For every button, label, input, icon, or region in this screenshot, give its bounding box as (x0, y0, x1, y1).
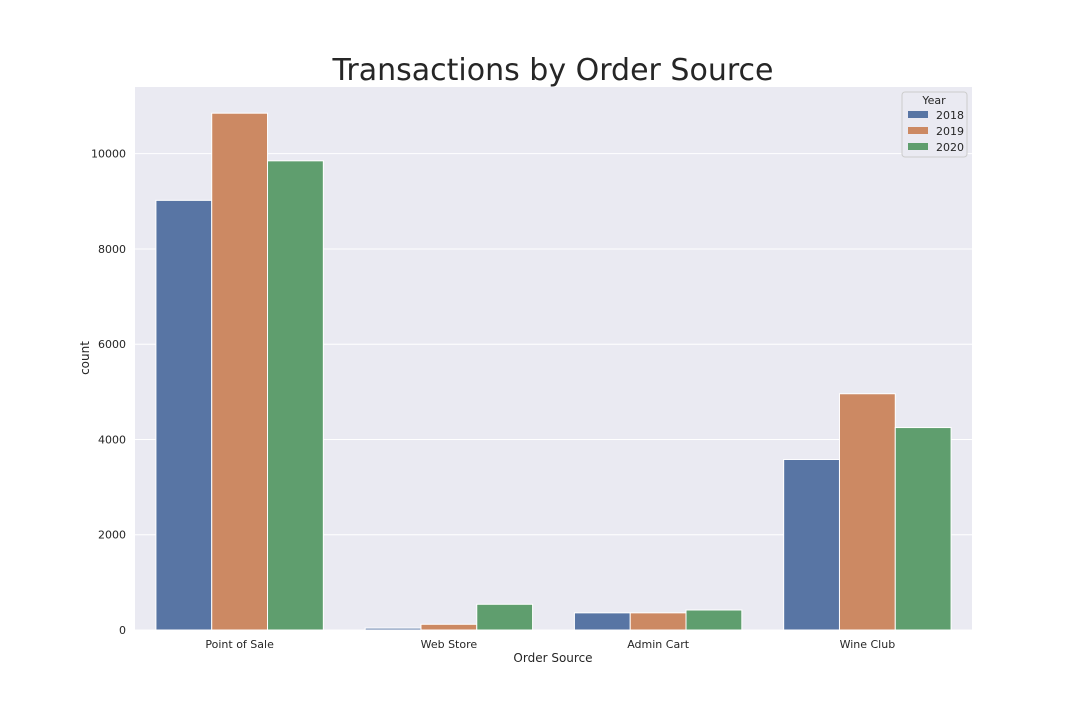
bar-2019-admin-cart (629, 612, 687, 631)
y-tick-label: 10000 (91, 148, 126, 161)
x-tick-label: Web Store (421, 638, 478, 651)
y-tick-label: 2000 (98, 529, 126, 542)
x-tick-label: Wine Club (840, 638, 896, 651)
y-tick-label: 6000 (98, 338, 126, 351)
legend-label: 2019 (936, 125, 964, 138)
legend-label: 2020 (936, 141, 964, 154)
x-axis: Point of Sale Web Store Admin Cart Wine Clu… (205, 638, 895, 651)
legend: Year 2018 2019 2020 (901, 91, 968, 158)
bar-2020-admin-cart (685, 609, 743, 631)
legend-swatch (908, 127, 928, 134)
legend-swatch (908, 143, 928, 150)
x-tick-label: Point of Sale (205, 638, 274, 651)
bar-2019-web-store (420, 623, 478, 631)
bar-2018-wine-club (783, 458, 840, 631)
bar-2020-web-store (476, 603, 534, 631)
y-tick-label: 0 (119, 624, 126, 637)
legend-swatch (908, 111, 928, 118)
bar-2020-point-of-sale (267, 160, 324, 631)
legend-box (901, 91, 968, 158)
bar-2018-admin-cart (573, 612, 631, 631)
x-axis-label: Order Source (513, 651, 592, 665)
bar-2019-wine-club (838, 393, 896, 631)
bar-2018-point-of-sale (155, 199, 213, 631)
bar-2019-point-of-sale (211, 112, 269, 631)
y-tick-label: 4000 (98, 433, 126, 446)
chart-title: Transactions by Order Source (332, 53, 774, 88)
y-tick-label: 8000 (98, 243, 126, 256)
x-tick-label: Admin Cart (627, 638, 689, 651)
legend-label: 2018 (936, 109, 964, 122)
y-axis: 0 2000 4000 6000 8000 10000 (91, 148, 126, 637)
bars-group (155, 112, 952, 631)
bar-2020-wine-club (894, 427, 952, 631)
legend-title: Year (921, 94, 946, 107)
legend-items: 2018 2019 2020 (908, 109, 964, 154)
y-axis-label: count (78, 341, 92, 375)
bar-2018-web-store (364, 627, 422, 631)
